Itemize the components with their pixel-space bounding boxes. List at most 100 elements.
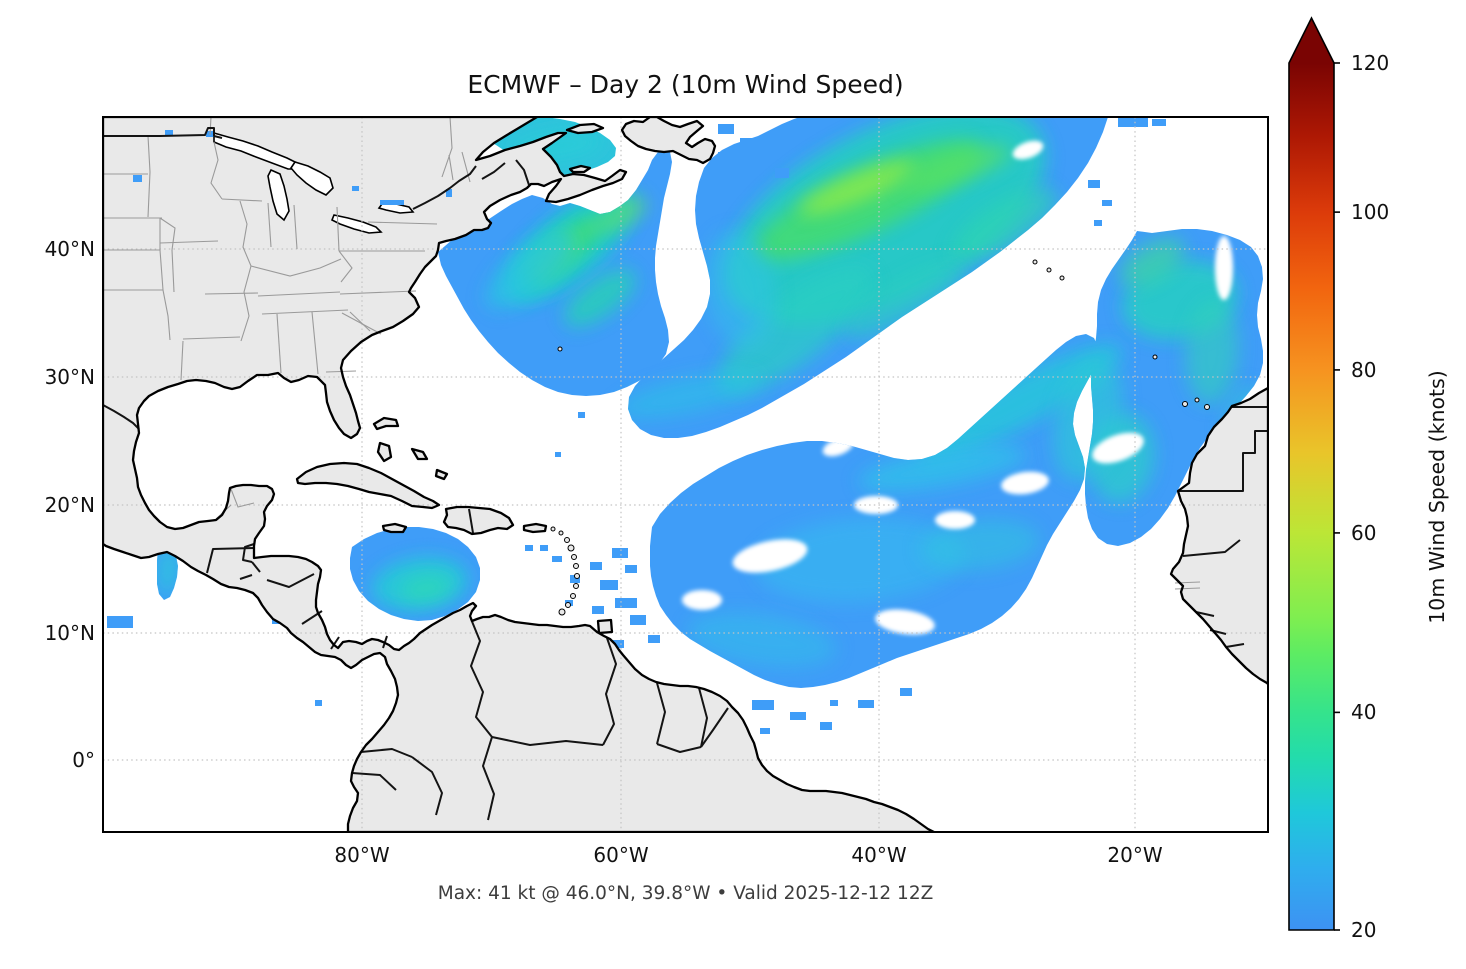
land-trinidad [598,620,612,633]
wind-patch [858,700,874,708]
colorbar-tick-label: 80 [1351,357,1377,382]
calm-hole [1215,236,1233,300]
small-island [1032,259,1038,265]
y-tick-label: 40°N [44,237,95,261]
calm-hole [1012,140,1044,160]
small-island [1152,354,1158,360]
wind-patch [315,700,322,706]
wind-patch [578,412,585,418]
small-island [564,537,570,543]
x-tick-label: 60°W [593,843,649,867]
wind-patch [752,700,774,710]
wind-patch [107,616,133,628]
wind-field-cores [158,117,1263,668]
small-island [570,593,576,599]
wind-patch [790,712,806,720]
small-island [558,608,566,616]
wind-patch [630,615,646,625]
plot-frame [102,116,1269,833]
wind-patch [775,168,789,178]
coastlines [103,117,1268,832]
wind-patch [1152,119,1166,126]
small-island [550,526,556,532]
land-hispaniola [444,507,513,534]
colorbar-tick-label: 120 [1351,51,1390,75]
map-layers [103,117,1268,832]
wind-patch [592,606,604,614]
inland-water-wind-pixel [446,189,452,197]
graticule [103,117,1268,832]
land-americas [103,117,934,832]
small-island [1059,275,1065,281]
colorbar-axis-label: 10m Wind Speed (knots) [1425,370,1449,624]
colorbar [1288,16,1335,931]
wind-patch [758,152,774,162]
wind-patch [820,722,832,730]
wind-patch [525,545,533,551]
inland-water-wind-pixel [352,186,359,191]
inland-water-wind-pixel [165,130,173,136]
wind-patch [555,452,561,457]
small-island [1046,267,1052,273]
small-island [1182,401,1188,407]
wind-patch [1094,220,1102,226]
country-borders [103,127,1268,821]
y-tick-label: 10°N [44,621,95,645]
wind-patch [540,545,548,551]
calm-hole [1001,471,1049,495]
max-valid-caption: Max: 41 kt @ 46.0°N, 39.8°W • Valid 2025… [437,883,934,904]
wind-patch [718,124,734,134]
small-island [574,573,580,579]
calm-hole [682,590,722,610]
colorbar-tick-label: 100 [1351,200,1390,225]
wind-patch [615,598,637,608]
wind-patch [590,562,602,570]
wind-patch [900,688,912,696]
wind-patch [625,565,637,573]
x-tick-label: 20°W [1107,843,1163,867]
small-island [557,346,563,352]
calm-hole [732,539,808,573]
small-island [558,530,564,536]
small-island [1194,397,1200,403]
y-tick-label: 0° [72,748,95,772]
small-island [567,544,575,552]
chart-title: ECMWF – Day 2 (10m Wind Speed) [467,70,904,99]
wind-patch [570,575,580,583]
small-island [573,583,579,589]
wind-speed-field [107,117,1263,734]
colorbar-tick-label: 20 [1351,918,1377,942]
lake-michigan [267,168,290,222]
x-tick-label: 40°W [851,843,907,867]
calm-hole [875,609,935,635]
lake-huron [289,161,334,196]
x-tick-label: 80°W [334,843,390,867]
small-island [565,602,571,608]
colorbar-tick-label: 60 [1351,520,1377,545]
y-tick-label: 30°N [44,365,95,389]
wind-patch [1102,200,1112,206]
wind-patch [1088,180,1100,188]
wind-patch [600,580,618,590]
wind-patch [1118,117,1148,127]
wind-patch [648,635,660,643]
small-island [571,554,577,560]
wind-patch [760,728,770,734]
small-island [573,563,579,569]
y-tick-label: 20°N [44,493,95,517]
land-newfoundland [622,117,715,163]
colorbar-tick-label: 40 [1351,700,1377,725]
lake-erie [330,214,383,234]
inland-water-wind-pixel [380,200,404,205]
wind-patch [740,138,760,150]
inland-water-wind-pixel [133,175,142,182]
calm-hole [854,496,898,514]
wind-patch [830,700,838,706]
calm-hole [1092,432,1144,464]
wind-patch [552,556,562,562]
wind-patch [718,152,728,160]
wind-patch [610,640,624,648]
land-bahamas-3 [412,449,427,459]
calm-hole [935,511,975,529]
